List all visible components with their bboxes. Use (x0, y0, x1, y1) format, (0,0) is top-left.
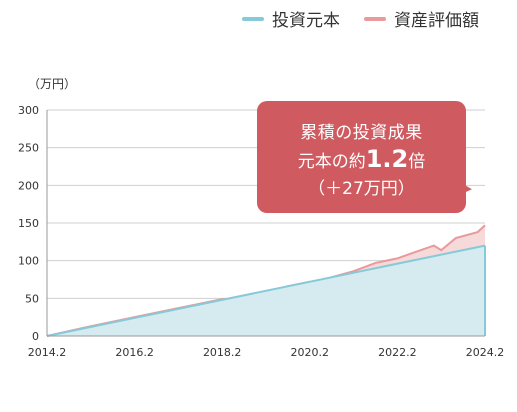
y-tick-label-50: 50 (25, 292, 39, 305)
x-tick-label-2016.2: 2016.2 (115, 346, 154, 359)
callout-line1: 累積の投資成果 (300, 123, 423, 143)
callout-multiplier: 1.2 (365, 145, 409, 173)
x-tick-label-2018.2: 2018.2 (203, 346, 242, 359)
y-tick-label-250: 250 (18, 142, 39, 155)
legend-label-valuation: 資産評価額 (394, 11, 479, 31)
y-tick-label-100: 100 (18, 255, 39, 268)
callout-line3: （＋27万円） (308, 179, 415, 199)
legend-item-valuation: 資産評価額 (364, 6, 479, 31)
principal-line (46, 244, 486, 337)
legend-swatch-principal (242, 16, 264, 21)
legend-swatch-valuation (364, 16, 386, 21)
callout-line2-prefix: 元本の約 (297, 152, 366, 172)
y-tick-labels: 0 50 100 150 200 250 300 (18, 104, 39, 343)
x-tick-label-2022.2: 2022.2 (378, 346, 417, 359)
legend-item-principal: 投資元本 (242, 6, 340, 31)
legend-label-principal: 投資元本 (272, 11, 340, 31)
legend: 投資元本 資産評価額 (242, 6, 503, 31)
y-tick-label-150: 150 (18, 217, 39, 230)
x-tick-label-2020.2: 2020.2 (291, 346, 330, 359)
callout-line2-suffix: 倍 (408, 152, 426, 172)
x-tick-label-2014.2: 2014.2 (28, 346, 67, 359)
y-tick-label-0: 0 (32, 330, 39, 343)
y-tick-label-200: 200 (18, 179, 39, 192)
axes (46, 110, 485, 337)
x-tick-label-2024.2: 2024.2 (466, 346, 505, 359)
y-tick-label-300: 300 (18, 104, 39, 117)
callout-line2: 元本の約1.2倍 (257, 145, 466, 173)
y-axis-unit-label: （万円） (28, 77, 77, 91)
x-tick-labels: 2014.2 2016.2 2018.2 2020.2 2022.2 2024.2 (28, 346, 505, 359)
series-areas (46, 224, 486, 337)
callout-box: 累積の投資成果 元本の約1.2倍 （＋27万円） (257, 101, 466, 213)
